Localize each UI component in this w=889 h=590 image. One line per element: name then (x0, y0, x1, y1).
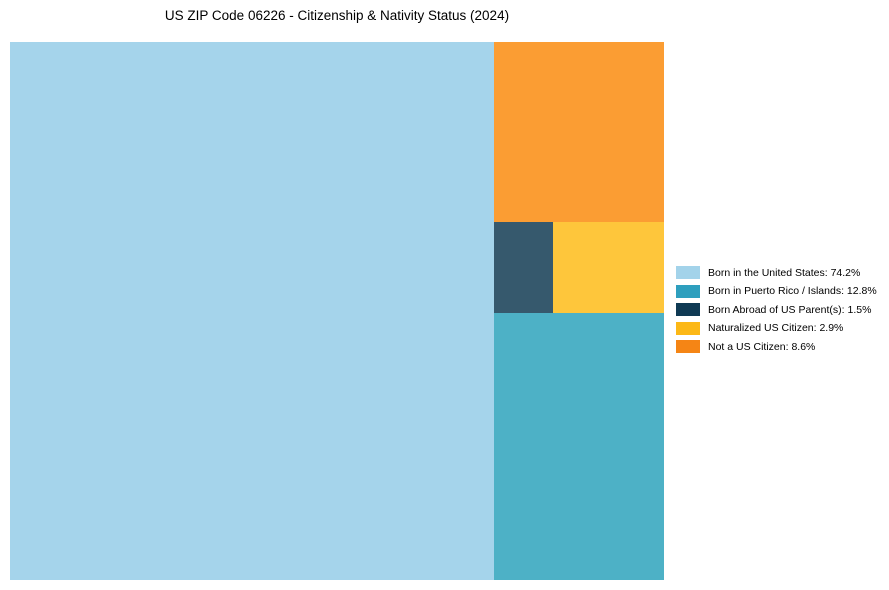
legend-label-born-in-the-united-states: Born in the United States: 74.2% (708, 266, 861, 279)
legend-item-not-a-us-citizen: Not a US Citizen: 8.6% (676, 340, 877, 353)
legend-swatch-naturalized-us-citizen (676, 321, 700, 335)
legend-label-naturalized-us-citizen: Naturalized US Citizen: 2.9% (708, 322, 844, 334)
legend-swatch-born-in-puerto-rico-islands (676, 284, 700, 298)
legend-label-not-a-us-citizen: Not a US Citizen: 8.6% (708, 340, 816, 353)
treemap-tile-naturalized-us-citizen (553, 222, 664, 313)
chart-title: US ZIP Code 06226 - Citizenship & Nativi… (164, 8, 510, 23)
treemap-tile-not-a-us-citizen (494, 42, 664, 222)
treemap-tile-born-in-the-united-states (10, 42, 494, 580)
legend-label-born-in-puerto-rico-islands: Born in Puerto Rico / Islands: 12.8% (708, 285, 877, 297)
legend-item-born-in-puerto-rico-islands: Born in Puerto Rico / Islands: 12.8% (676, 284, 877, 298)
treemap-tile-born-abroad-of-us-parent-s (494, 222, 553, 313)
legend-item-born-in-the-united-states: Born in the United States: 74.2% (676, 266, 877, 279)
treemap-tile-born-in-puerto-rico-islands (494, 313, 664, 580)
legend-item-naturalized-us-citizen: Naturalized US Citizen: 2.9% (676, 321, 877, 335)
legend-swatch-born-abroad-of-us-parent-s (676, 303, 700, 316)
legend: Born in the United States: 74.2% Born in … (676, 266, 877, 359)
legend-label-born-abroad-of-us-parent-s: Born Abroad of US Parent(s): 1.5% (708, 303, 872, 316)
legend-swatch-born-in-the-united-states (676, 266, 700, 279)
legend-swatch-not-a-us-citizen (676, 340, 700, 353)
legend-item-born-abroad-of-us-parent-s: Born Abroad of US Parent(s): 1.5% (676, 303, 877, 316)
